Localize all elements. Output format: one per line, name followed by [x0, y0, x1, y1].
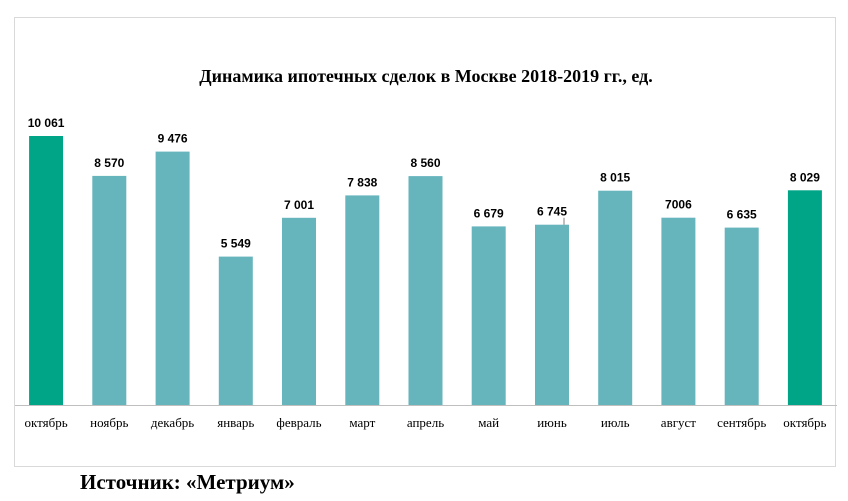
data-label-0: 10 061 [28, 116, 65, 130]
data-label-6: 8 560 [410, 156, 440, 170]
chart-area: 10 061 октябрь 8 570 ноябрь 9 476 декабрь 5 54… [14, 17, 837, 467]
bar-0 [29, 136, 64, 405]
category-label-5: март [349, 415, 375, 430]
data-label-2: 9 476 [158, 132, 188, 146]
category-label-2: декабрь [151, 415, 194, 430]
category-label-3: январь [217, 415, 254, 430]
data-label-11: 6 635 [727, 208, 757, 222]
data-label-3: 5 549 [221, 237, 251, 251]
chart-plot: 10 061 октябрь 8 570 ноябрь 9 476 декабрь 5 54… [15, 116, 837, 430]
category-label-0: октябрь [25, 415, 68, 430]
data-label-8: 6 745 [537, 205, 567, 219]
category-label-7: май [478, 415, 499, 430]
bar-11 [724, 227, 759, 405]
bar-6 [408, 176, 443, 405]
category-label-1: ноябрь [90, 415, 128, 430]
bar-12 [787, 190, 822, 405]
data-label-9: 8 015 [600, 171, 630, 185]
category-label-6: апрель [407, 415, 444, 430]
category-label-9: июль [601, 415, 630, 430]
data-label-1: 8 570 [94, 156, 124, 170]
bar-4 [282, 217, 316, 405]
bar-10 [661, 217, 696, 405]
bar-5 [345, 195, 380, 405]
data-label-4: 7 001 [284, 198, 314, 212]
data-label-5: 7 838 [347, 175, 377, 189]
bar-8 [535, 224, 569, 405]
bar-7 [471, 226, 506, 405]
category-label-12: октябрь [783, 415, 826, 430]
data-label-10: 7006 [665, 198, 692, 212]
data-label-12: 8 029 [790, 170, 820, 184]
category-label-11: сентябрь [717, 415, 766, 430]
bar-1 [92, 175, 127, 405]
category-label-4: февраль [276, 415, 321, 430]
source-note: Источник: «Метриум» [80, 470, 295, 494]
category-label-8: июнь [537, 415, 567, 430]
data-label-7: 6 679 [474, 206, 504, 220]
bar-2 [155, 151, 190, 405]
bar-3 [218, 256, 253, 405]
bar-9 [598, 190, 633, 405]
category-label-10: август [661, 415, 697, 430]
chart-title: Динамика ипотечных сделок в Москве 2018-… [199, 66, 653, 86]
